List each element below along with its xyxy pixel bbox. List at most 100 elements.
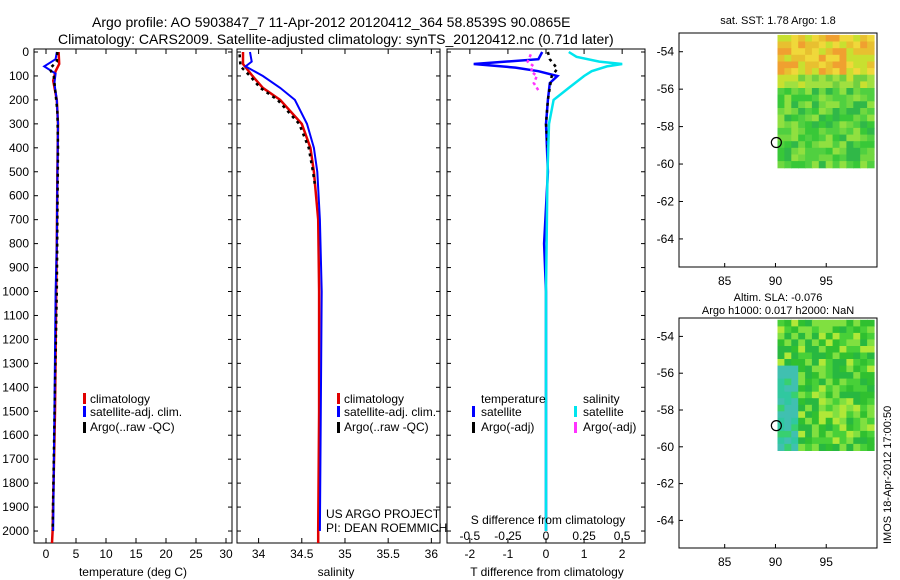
map-y-tick-label: -56 <box>657 366 675 380</box>
map-cell <box>791 147 799 155</box>
map-cell <box>832 121 841 129</box>
map-cell <box>839 141 847 149</box>
map-cell <box>846 134 854 142</box>
x-tick-label: 2 <box>619 547 626 561</box>
map-cell <box>805 443 813 451</box>
map-cell <box>811 134 820 142</box>
map-cell <box>825 74 834 82</box>
map-cell <box>784 319 792 327</box>
map-cell <box>777 101 785 109</box>
map-cell <box>846 161 854 169</box>
map-cell <box>860 417 868 425</box>
map-cell <box>832 108 841 116</box>
map-cell <box>805 411 813 419</box>
map-cell <box>839 437 847 445</box>
map-cell <box>798 161 806 169</box>
map-cell <box>825 34 834 43</box>
temperature-chart: 0 5 10 15 20 25 30 <box>42 49 233 561</box>
map-cell <box>839 319 847 327</box>
map-cell <box>839 391 847 399</box>
map-cell <box>839 81 847 89</box>
map-cell <box>853 326 861 334</box>
map-cell <box>825 443 834 451</box>
map-cell <box>867 41 875 49</box>
map-cell <box>805 127 813 136</box>
map-cell <box>860 101 868 109</box>
map-cell <box>805 88 813 96</box>
map-cell <box>805 417 813 425</box>
map-cell <box>832 114 841 122</box>
map-cell <box>805 94 813 102</box>
map-cell <box>798 332 806 340</box>
map-cell <box>860 378 868 386</box>
map-cell <box>860 424 868 432</box>
map-cell <box>805 61 813 69</box>
map-cell <box>825 404 834 412</box>
map-cell <box>811 417 820 425</box>
map-cell <box>805 141 813 149</box>
map-cell <box>860 339 868 347</box>
depth-tick-label: 400 <box>9 141 29 155</box>
map-cell <box>867 74 875 82</box>
map-cell <box>798 61 806 69</box>
map-cell <box>811 101 820 109</box>
x-tick-label: 5 <box>73 547 80 561</box>
map-cell <box>811 339 820 347</box>
map-cell <box>805 346 813 354</box>
map-cell <box>846 127 854 136</box>
map-cell <box>805 404 813 412</box>
map-cell <box>811 147 820 155</box>
map-cell <box>791 398 799 406</box>
map-cell <box>791 326 799 334</box>
map-cell <box>791 94 799 102</box>
map-cell <box>825 121 834 129</box>
map-cell <box>805 398 813 406</box>
map-y-tick-label: -54 <box>657 45 675 59</box>
map-cell <box>805 147 813 155</box>
map-cell <box>846 141 854 149</box>
map-cell <box>777 147 785 155</box>
map-cell <box>805 161 813 169</box>
map-cell <box>832 161 841 169</box>
map-cell <box>832 61 841 69</box>
map-cell <box>839 443 847 451</box>
series-line-t-argo <box>544 51 559 148</box>
depth-tick-label: 1100 <box>3 308 29 322</box>
x-tick-label: 1 <box>581 547 588 561</box>
sla-map-title-1: Altim. SLA: -0.076 <box>734 292 823 304</box>
map-cell <box>777 332 785 340</box>
map-cell <box>818 326 827 334</box>
map-cell <box>867 34 875 43</box>
map-cell <box>846 147 854 155</box>
map-cell <box>860 48 868 56</box>
map-cell <box>777 108 785 116</box>
map-cell <box>832 385 841 393</box>
map-y-tick-label: -54 <box>657 329 675 343</box>
x-tick-label: 30 <box>219 547 233 561</box>
map-x-tick-label: 85 <box>718 555 732 569</box>
map-cell <box>867 346 875 354</box>
map-cell <box>791 372 799 380</box>
x-tick-label: 0 <box>543 547 550 561</box>
map-cell <box>784 154 792 162</box>
map-cell <box>777 372 785 380</box>
map-cell <box>784 391 792 399</box>
depth-tick-label: 1700 <box>2 452 29 466</box>
map-cell <box>784 147 792 155</box>
map-cell <box>784 417 792 425</box>
depth-tick-label: 600 <box>9 189 29 203</box>
map-cell <box>839 372 847 380</box>
map-cell <box>818 34 827 43</box>
map-cell <box>811 424 820 432</box>
map-cell <box>791 108 799 116</box>
map-cell <box>805 332 813 340</box>
map-cell <box>860 443 868 451</box>
map-cell <box>798 121 806 129</box>
map-cell <box>811 352 820 360</box>
map-cell <box>853 437 861 445</box>
map-cell <box>811 443 820 451</box>
map-cell <box>860 385 868 393</box>
map-cell <box>825 385 834 393</box>
map-cell <box>818 417 827 425</box>
map-cell <box>811 34 820 43</box>
